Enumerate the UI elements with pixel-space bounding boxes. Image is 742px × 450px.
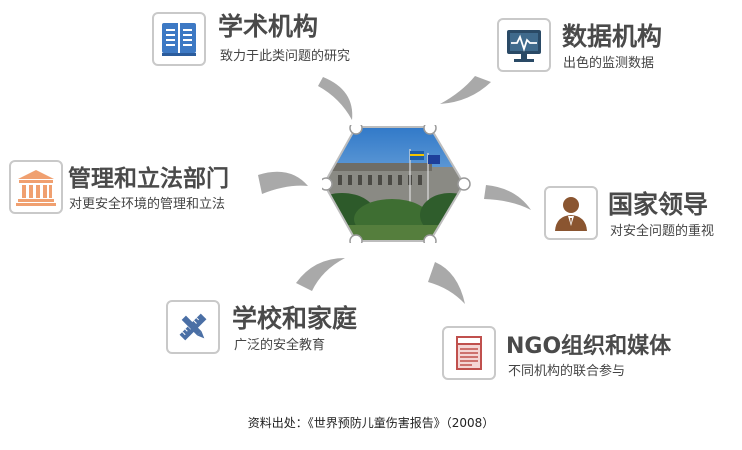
ngo-subtitle: 不同机构的联合参与 <box>508 364 626 379</box>
book-icon <box>162 23 196 56</box>
academic-title: 学术机构 <box>218 12 319 41</box>
ngo-icon-box <box>442 326 496 380</box>
person-icon <box>555 197 587 231</box>
leaders-title: 国家领导 <box>608 190 709 219</box>
academic-subtitle: 致力于此类问题的研究 <box>220 49 351 64</box>
data-title: 数据机构 <box>562 22 663 51</box>
school-icon-box <box>166 300 220 354</box>
academic-icon-box <box>152 12 206 66</box>
data-icon-box <box>497 18 551 72</box>
arrow-academic <box>318 77 353 120</box>
govt-subtitle: 对更安全环境的管理和立法 <box>69 197 226 212</box>
leaders-icon-box <box>544 186 598 240</box>
leaders-subtitle: 对安全问题的重视 <box>610 224 715 239</box>
school-subtitle: 广泛的安全教育 <box>234 338 326 353</box>
data-subtitle: 出色的监测数据 <box>563 56 655 71</box>
govt-title: 管理和立法部门 <box>68 166 229 192</box>
arrow-govt <box>258 171 308 194</box>
pencil-ruler-icon <box>179 313 207 341</box>
school-title: 学校和家庭 <box>232 304 358 333</box>
newspaper-icon <box>456 336 482 370</box>
arrow-ngo <box>428 262 465 304</box>
govt-icon-box <box>9 160 63 214</box>
arrow-leaders <box>484 185 531 210</box>
arrow-school <box>296 258 345 291</box>
monitor-icon <box>507 30 541 62</box>
arrow-data <box>440 76 491 104</box>
building-icon <box>16 170 56 206</box>
center-photo <box>319 121 472 248</box>
source-note: 资料出处：《世界预防儿童伤害报告》（2008） <box>247 416 495 430</box>
ngo-title: NGO组织和媒体 <box>506 334 672 359</box>
